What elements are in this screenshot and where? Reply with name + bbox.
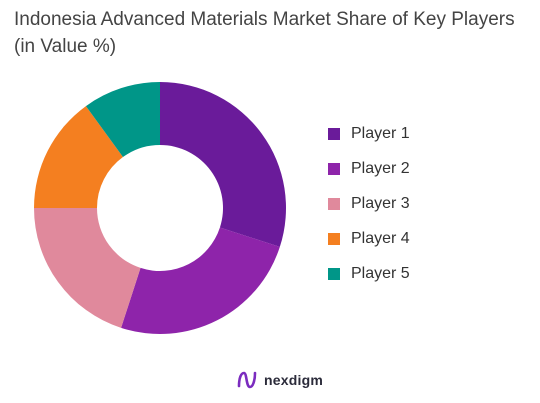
- legend-swatch: [328, 162, 340, 175]
- legend-item-1: Player 1: [328, 116, 410, 151]
- legend-label: Player 5: [351, 264, 410, 282]
- chart-title: Indonesia Advanced Materials Market Shar…: [14, 9, 515, 57]
- legend-swatch: [328, 127, 340, 140]
- donut-slice-5: [85, 82, 160, 158]
- legend-label: Player 2: [351, 159, 410, 177]
- legend-label: Player 3: [351, 194, 410, 212]
- donut-slice-2: [121, 227, 280, 334]
- legend-item-5: Player 5: [328, 256, 410, 291]
- legend-swatch: [328, 232, 340, 245]
- nexdigm-logo-icon: [237, 371, 257, 389]
- legend-item-2: Player 2: [328, 151, 410, 186]
- donut-slice-4: [34, 106, 123, 208]
- legend-label: Player 1: [351, 124, 410, 142]
- brand-footer: nexdigm: [236, 368, 323, 392]
- legend-swatch: [328, 267, 340, 280]
- legend-label: Player 4: [351, 229, 410, 247]
- legend-item-3: Player 3: [328, 186, 410, 221]
- donut-slice-1: [160, 82, 286, 247]
- legend-item-4: Player 4: [328, 221, 410, 256]
- donut-slice-3: [34, 208, 141, 328]
- chart-legend: Player 1 Player 2 Player 3 Player 4 Player 5: [328, 116, 410, 291]
- brand-name: nexdigm: [264, 372, 323, 388]
- legend-swatch: [328, 197, 340, 210]
